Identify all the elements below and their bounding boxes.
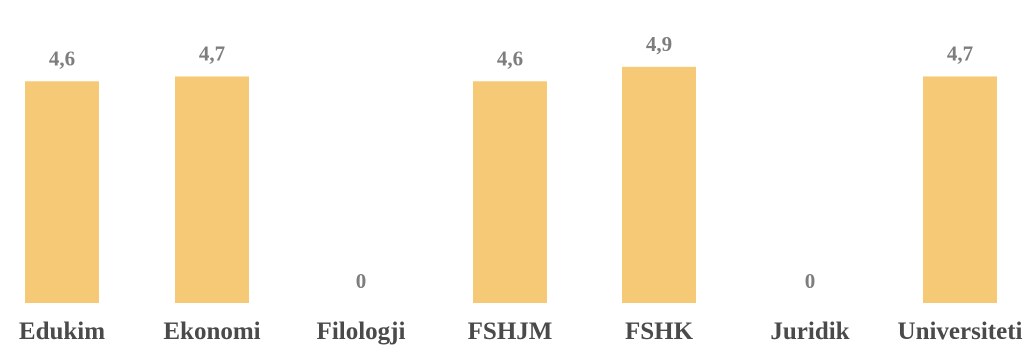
value-label-fshk: 4,9 [646,32,672,56]
bars-group [25,66,997,304]
category-label-edukim: Edukim [19,318,105,345]
value-label-fshjm: 4,6 [497,46,523,70]
category-label-fshk: FSHK [625,318,694,345]
value-label-filologji: 0 [356,269,367,293]
bar-fshjm [473,81,547,303]
value-label-juridik: 0 [805,269,816,293]
category-label-juridik: Juridik [770,318,849,345]
value-label-ekonomi: 4,7 [199,41,225,65]
value-label-edukim: 4,6 [49,46,75,70]
value-label-universiteti: 4,7 [947,41,973,65]
bar-edukim [25,81,99,303]
category-labels-group: Edukim Ekonomi Filologji FSHJM FSHK Juridik Un… [19,318,1023,345]
bar-ekonomi [175,76,249,304]
category-label-universiteti: Universiteti [898,318,1023,345]
bar-universiteti [923,76,997,304]
category-label-filologji: Filologji [317,318,406,345]
category-label-ekonomi: Ekonomi [163,318,260,345]
value-labels-group: 4,6 4,7 0 4,6 4,9 0 4,7 [49,32,973,293]
bar-fshk [622,66,696,303]
category-label-fshjm: FSHJM [468,318,553,345]
